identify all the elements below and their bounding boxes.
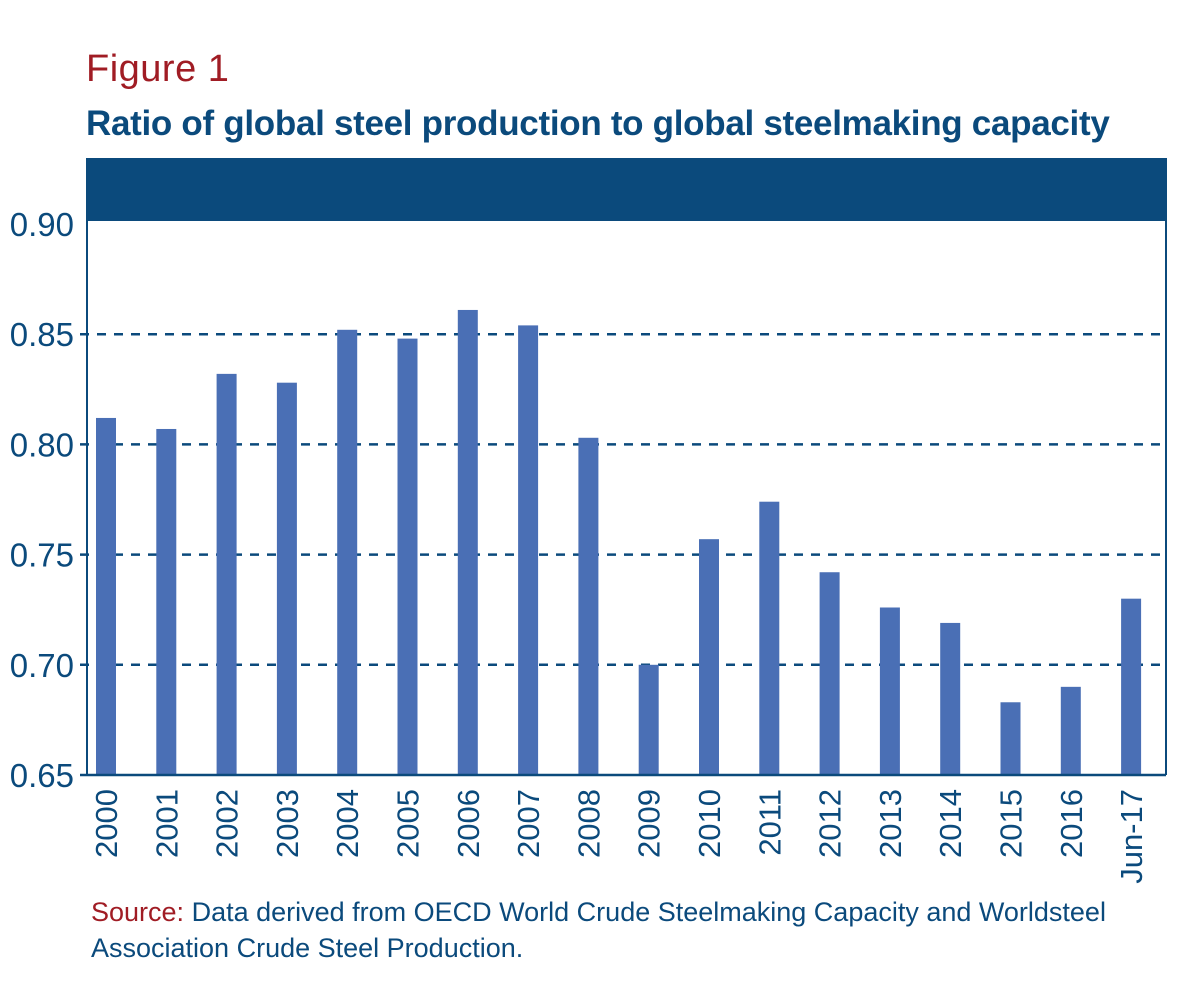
bar-2009 (638, 664, 659, 775)
x-tick-label-2014: 2014 (933, 789, 968, 858)
figure-label: Figure 1 (86, 48, 230, 90)
bar-2014 (940, 622, 961, 775)
x-tick-label-jun-17: Jun-17 (1114, 789, 1149, 884)
source-note: Source: Data derived from OECD World Cru… (91, 894, 1151, 966)
source-text: Data derived from OECD World Crude Steel… (91, 897, 1106, 963)
bar-2015 (1000, 702, 1021, 775)
x-tick-label-2008: 2008 (571, 789, 606, 858)
bar-jun-17 (1121, 598, 1142, 775)
x-tick-label-2012: 2012 (813, 789, 848, 858)
chart-header-band (86, 158, 1167, 221)
y-tick-label-0: 0.65 (10, 757, 74, 794)
y-tick-label-4: 0.85 (10, 316, 74, 353)
bar-2004 (337, 329, 358, 775)
bars (96, 309, 1142, 775)
chart-title: Ratio of global steel production to glob… (86, 104, 1110, 143)
x-tick-label-2011: 2011 (752, 789, 787, 856)
x-tick-label-2003: 2003 (270, 789, 305, 858)
x-tick-label-2001: 2001 (149, 789, 184, 858)
y-tick-label-2: 0.75 (10, 537, 74, 574)
bar-2016 (1060, 686, 1081, 775)
y-tick-label-1: 0.70 (10, 647, 74, 684)
y-tick-labels: 0.65 0.70 0.75 0.80 0.85 0.90 (10, 206, 74, 794)
bar-2007 (518, 325, 539, 775)
bar-2011 (759, 501, 780, 775)
bar-2010 (699, 539, 719, 775)
x-tick-label-2004: 2004 (330, 789, 365, 858)
source-label: Source: (91, 897, 185, 927)
x-tick-label-2015: 2015 (994, 789, 1029, 858)
x-tick-label-2010: 2010 (692, 789, 727, 858)
x-tick-label-2016: 2016 (1054, 789, 1089, 858)
x-tick-label-2002: 2002 (210, 789, 245, 858)
x-tick-label-2007: 2007 (511, 789, 546, 858)
bar-2003 (276, 382, 297, 775)
bar-2005 (397, 338, 418, 775)
x-tick-label-2009: 2009 (632, 789, 667, 858)
bar-2012 (819, 572, 840, 775)
bar-2008 (578, 437, 599, 775)
x-tick-label-2013: 2013 (873, 789, 908, 858)
x-tick-label-2005: 2005 (391, 789, 426, 858)
x-tick-label-2006: 2006 (451, 789, 486, 858)
bar-2006 (457, 309, 478, 775)
gridlines (80, 332, 1166, 667)
y-tick-label-3: 0.80 (10, 426, 74, 463)
y-tick-label-5: 0.90 (10, 206, 74, 243)
bar-2001 (156, 428, 177, 775)
bar-2000 (96, 417, 116, 775)
bar-2013 (879, 607, 900, 775)
plot-frame (80, 221, 1167, 777)
x-tick-labels: 2000 2001 2002 2003 2004 2005 2006 2007 2008 2009… (89, 789, 1149, 884)
x-tick-label-2000: 2000 (89, 789, 124, 858)
bar-2002 (216, 373, 237, 775)
